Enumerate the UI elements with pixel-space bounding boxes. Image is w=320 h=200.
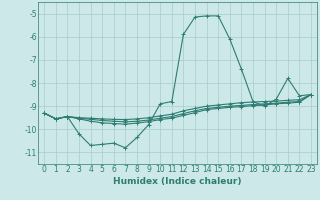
- X-axis label: Humidex (Indice chaleur): Humidex (Indice chaleur): [113, 177, 242, 186]
